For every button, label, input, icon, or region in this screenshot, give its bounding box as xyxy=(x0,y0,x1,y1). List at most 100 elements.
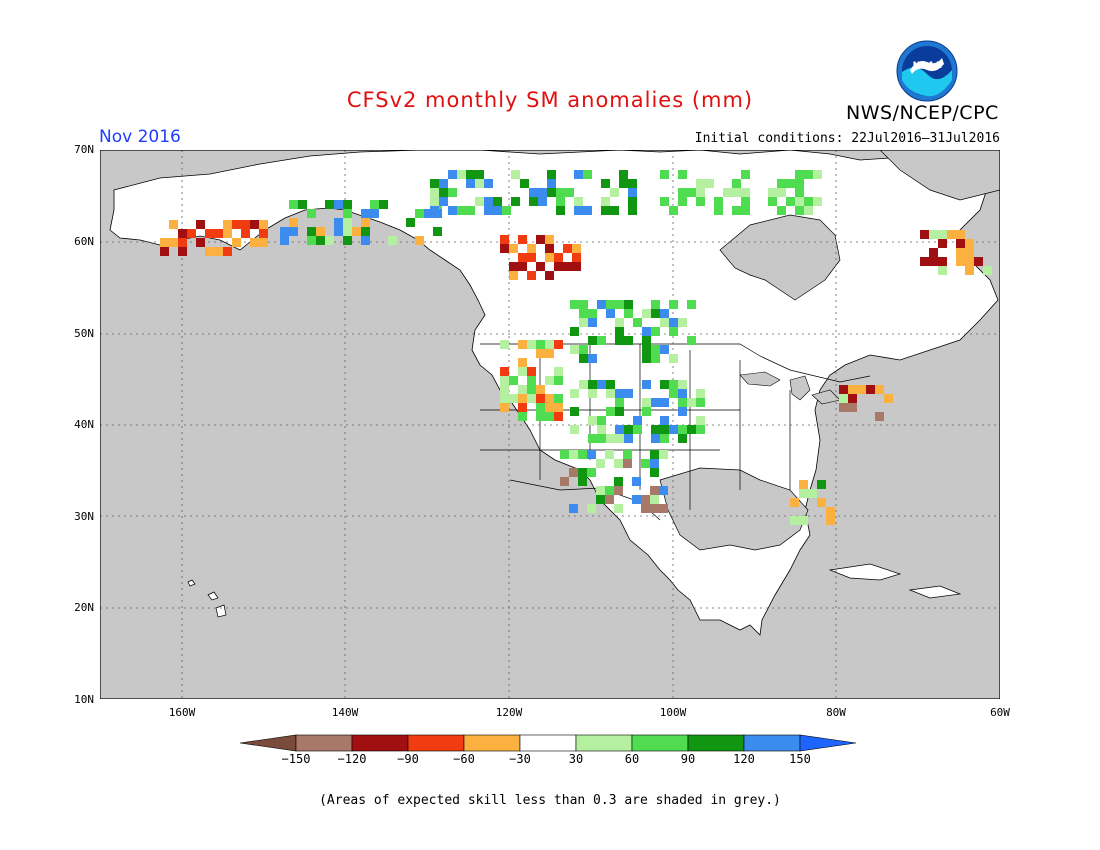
anomaly-cell xyxy=(696,188,705,197)
lon-label-160w: 160W xyxy=(168,706,196,719)
anomaly-cell xyxy=(650,486,659,495)
caribbean-islands xyxy=(828,563,962,599)
anomaly-cell xyxy=(554,376,563,385)
anomaly-cell xyxy=(642,309,651,318)
anomaly-cell xyxy=(628,197,637,206)
anomaly-cell xyxy=(848,385,857,394)
anomaly-cell xyxy=(379,200,388,209)
anomaly-cell xyxy=(795,170,804,179)
anomaly-cell xyxy=(601,206,610,215)
anomaly-cell xyxy=(316,227,325,236)
anomaly-cell xyxy=(307,209,316,218)
anomaly-cell xyxy=(965,239,974,248)
anomaly-cell xyxy=(223,229,232,238)
anomaly-cell xyxy=(660,416,669,425)
anomaly-cell xyxy=(632,477,641,486)
anomaly-cell xyxy=(554,394,563,403)
anomaly-cell xyxy=(574,206,583,215)
anomaly-cell xyxy=(741,170,750,179)
anomaly-cell xyxy=(160,247,169,256)
anomaly-cell xyxy=(875,412,884,421)
anomaly-cell xyxy=(651,434,660,443)
colorbar-segment xyxy=(575,734,633,752)
color-scale-bar xyxy=(240,734,857,752)
anomaly-cell xyxy=(938,257,947,266)
anomaly-cell xyxy=(536,235,545,244)
anomaly-cell xyxy=(633,318,642,327)
anomaly-cell xyxy=(641,504,650,513)
anomaly-cell xyxy=(696,179,705,188)
anomaly-cell xyxy=(241,220,250,229)
anomaly-cell xyxy=(475,197,484,206)
anomaly-cell xyxy=(527,271,536,280)
anomaly-cell xyxy=(678,197,687,206)
anomaly-cell xyxy=(570,300,579,309)
colorbar-right-arrow xyxy=(799,734,857,752)
anomaly-cell xyxy=(799,480,808,489)
anomaly-cell xyxy=(545,271,554,280)
anomaly-cell xyxy=(614,459,623,468)
anomaly-cell xyxy=(839,394,848,403)
anomaly-cell xyxy=(624,336,633,345)
anomaly-cell xyxy=(669,425,678,434)
anomaly-cell xyxy=(660,309,669,318)
anomaly-cell xyxy=(687,398,696,407)
colorbar-segment xyxy=(463,734,521,752)
anomaly-cell xyxy=(659,486,668,495)
colorbar-segment xyxy=(351,734,409,752)
anomaly-cell xyxy=(614,477,623,486)
anomaly-cell xyxy=(334,227,343,236)
anomaly-cell xyxy=(790,498,799,507)
great-lakes xyxy=(739,371,841,405)
colorbar-tick-label: −120 xyxy=(337,752,367,766)
anomaly-cell xyxy=(705,179,714,188)
anomaly-cell xyxy=(624,425,633,434)
initial-conditions: Initial conditions: 22Jul2016–31Jul2016 xyxy=(694,131,1000,146)
anomaly-cell xyxy=(623,450,632,459)
anomaly-cell xyxy=(545,349,554,358)
anomaly-cell xyxy=(509,262,518,271)
anomaly-cell xyxy=(343,218,352,227)
anomaly-cell xyxy=(642,407,651,416)
anomaly-cell xyxy=(518,262,527,271)
anomaly-cell xyxy=(669,318,678,327)
anomaly-cell xyxy=(956,257,965,266)
anomaly-cell xyxy=(920,257,929,266)
anomaly-cell xyxy=(615,407,624,416)
anomaly-cell xyxy=(430,179,439,188)
anomaly-cell xyxy=(669,327,678,336)
anomaly-cell xyxy=(938,230,947,239)
anomaly-cell xyxy=(500,385,509,394)
anomaly-cell xyxy=(597,300,606,309)
anomaly-cell xyxy=(475,170,484,179)
anomaly-cell xyxy=(678,188,687,197)
anomaly-cell xyxy=(628,206,637,215)
anomaly-cell xyxy=(615,434,624,443)
anomaly-cell xyxy=(169,220,178,229)
anomaly-cell xyxy=(448,170,457,179)
anomaly-cell xyxy=(352,227,361,236)
anomaly-cell xyxy=(538,197,547,206)
anomaly-cell xyxy=(223,220,232,229)
anomaly-cell xyxy=(448,206,457,215)
anomaly-cell xyxy=(848,403,857,412)
anomaly-cell xyxy=(857,385,866,394)
anomaly-cell xyxy=(560,477,569,486)
anomaly-cell xyxy=(518,412,527,421)
anomaly-cell xyxy=(786,197,795,206)
anomaly-cell xyxy=(777,179,786,188)
anomaly-cell xyxy=(536,412,545,421)
anomaly-cell xyxy=(538,188,547,197)
anomaly-cell xyxy=(370,200,379,209)
anomaly-cell xyxy=(650,459,659,468)
anomaly-cell xyxy=(642,336,651,345)
anomaly-cell xyxy=(597,336,606,345)
anomaly-cell xyxy=(424,209,433,218)
anomaly-cell xyxy=(641,459,650,468)
anomaly-cell xyxy=(678,380,687,389)
anomaly-cell xyxy=(615,398,624,407)
anomaly-cell xyxy=(565,188,574,197)
anomaly-cell xyxy=(696,425,705,434)
anomaly-cell xyxy=(579,345,588,354)
anomaly-cell xyxy=(569,504,578,513)
